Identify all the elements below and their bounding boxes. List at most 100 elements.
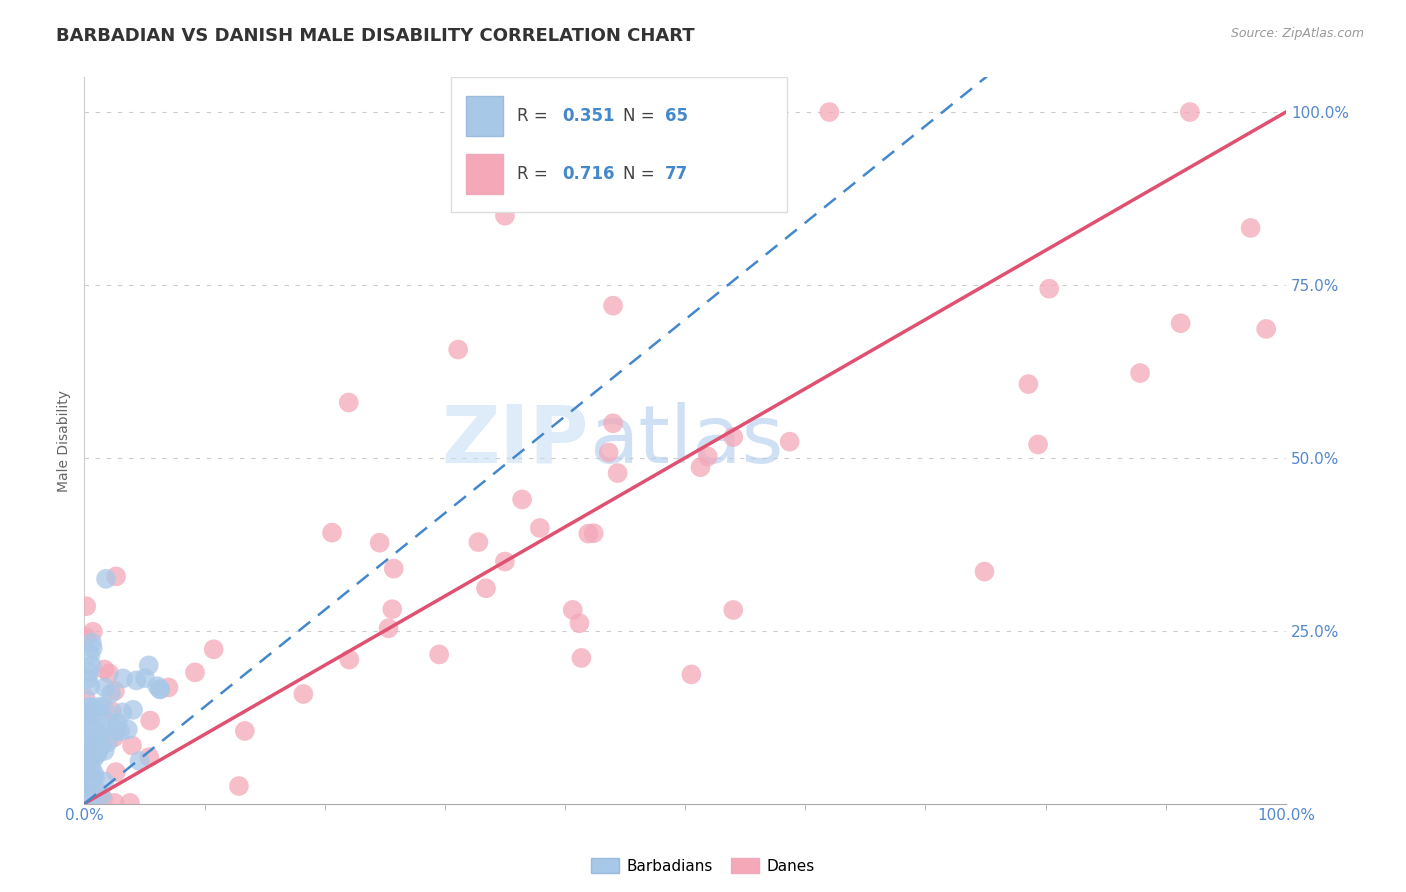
Point	[97, 735, 120, 749]
Point	[571, 651, 593, 665]
Point	[75, 691, 97, 706]
Point	[125, 673, 148, 688]
Point	[818, 105, 841, 120]
Point	[103, 731, 125, 745]
Point	[292, 687, 315, 701]
Point	[80, 749, 103, 764]
Point	[79, 679, 101, 693]
Point	[104, 684, 127, 698]
Point	[382, 561, 405, 575]
Point	[105, 569, 128, 583]
Point	[602, 299, 624, 313]
Point	[381, 602, 404, 616]
Point	[80, 761, 103, 775]
Point	[89, 727, 111, 741]
FancyBboxPatch shape	[451, 78, 787, 211]
Point	[368, 535, 391, 549]
Point	[606, 466, 628, 480]
Text: 65: 65	[665, 107, 688, 125]
Point	[82, 724, 104, 739]
Point	[104, 765, 127, 780]
Point	[202, 642, 225, 657]
Point	[138, 658, 160, 673]
Text: R =: R =	[517, 107, 553, 125]
Point	[157, 681, 180, 695]
Point	[149, 682, 172, 697]
Point	[86, 705, 108, 719]
Legend: Barbadians, Danes: Barbadians, Danes	[585, 852, 821, 880]
Point	[128, 754, 150, 768]
Point	[82, 796, 104, 810]
Point	[337, 395, 360, 409]
Y-axis label: Male Disability: Male Disability	[58, 390, 72, 491]
Point	[1026, 437, 1049, 451]
Point	[118, 796, 141, 810]
Point	[98, 666, 121, 681]
Point	[77, 699, 100, 714]
Point	[86, 796, 108, 810]
Point	[1170, 316, 1192, 330]
Point	[93, 663, 115, 677]
Point	[93, 699, 115, 714]
Point	[79, 765, 101, 780]
Point	[80, 715, 103, 730]
Point	[77, 789, 100, 804]
Point	[77, 796, 100, 810]
Point	[1256, 322, 1278, 336]
Point	[689, 460, 711, 475]
Point	[467, 535, 489, 549]
Point	[89, 740, 111, 755]
Point	[75, 747, 97, 761]
Point	[82, 624, 104, 639]
Point	[111, 706, 134, 720]
Point	[80, 635, 103, 649]
Point	[80, 658, 103, 673]
Point	[139, 714, 162, 728]
Point	[101, 704, 124, 718]
Point	[76, 734, 98, 748]
Point	[76, 702, 98, 716]
Point	[1178, 105, 1201, 120]
Point	[117, 723, 139, 737]
Point	[1239, 221, 1261, 235]
Point	[149, 682, 172, 697]
Point	[494, 555, 516, 569]
Point	[779, 434, 801, 449]
Point	[377, 621, 399, 635]
Point	[84, 771, 107, 785]
Text: atlas: atlas	[589, 401, 783, 480]
FancyBboxPatch shape	[467, 153, 502, 194]
Point	[76, 710, 98, 724]
Text: BARBADIAN VS DANISH MALE DISABILITY CORRELATION CHART: BARBADIAN VS DANISH MALE DISABILITY CORR…	[56, 27, 695, 45]
Point	[77, 672, 100, 686]
Point	[122, 703, 145, 717]
Point	[75, 775, 97, 789]
Text: N =: N =	[623, 165, 659, 183]
Point	[94, 681, 117, 695]
Point	[80, 708, 103, 723]
Point	[77, 717, 100, 731]
Point	[107, 715, 129, 730]
Point	[1129, 366, 1152, 380]
Point	[146, 679, 169, 693]
Point	[82, 772, 104, 787]
Point	[233, 723, 256, 738]
Point	[82, 700, 104, 714]
Point	[561, 603, 583, 617]
Point	[973, 565, 995, 579]
Text: 0.716: 0.716	[562, 165, 614, 183]
Point	[529, 521, 551, 535]
Point	[723, 603, 745, 617]
Point	[111, 672, 134, 686]
FancyBboxPatch shape	[467, 95, 502, 136]
Point	[723, 430, 745, 444]
Point	[598, 445, 620, 459]
Point	[1038, 282, 1060, 296]
Point	[104, 796, 127, 810]
Point	[75, 785, 97, 799]
Point	[79, 648, 101, 662]
Text: Source: ZipAtlas.com: Source: ZipAtlas.com	[1230, 27, 1364, 40]
Point	[98, 714, 121, 729]
Point	[75, 710, 97, 724]
Point	[89, 796, 111, 810]
